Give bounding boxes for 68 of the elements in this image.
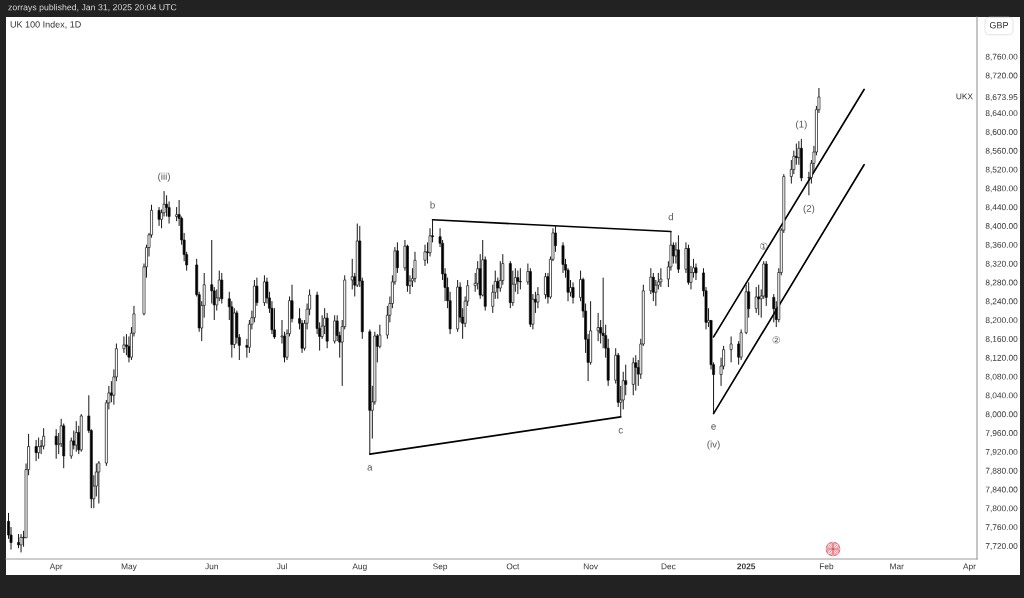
candlestick	[122, 335, 126, 354]
y-tick-label: 7,960.00	[985, 430, 1018, 437]
x-tick-label: Nov	[583, 563, 598, 570]
y-tick-label: 7,760.00	[985, 524, 1018, 532]
x-tick-label: Aug	[352, 563, 367, 571]
annotation: a	[367, 465, 373, 471]
y-tick-label: 7,720.00	[985, 543, 1018, 550]
annotation: (1)	[796, 120, 807, 130]
x-tick-label: Oct	[506, 563, 520, 570]
x-tick-label: Sep	[433, 563, 448, 571]
annotation: (iv)	[707, 440, 720, 450]
y-tick-label: 7,920.00	[985, 448, 1018, 456]
x-tick-label: Apr	[963, 563, 976, 571]
x-tick-label: Jul	[276, 563, 287, 570]
annotation: b	[430, 201, 435, 209]
y-tick-label: 8,440.00	[985, 204, 1018, 212]
y-tick-label: 8,000.00	[985, 411, 1018, 419]
y-tick-label: 7,800.00	[985, 505, 1018, 513]
annotation: ①	[760, 242, 768, 250]
y-tick-label: 8,673.95	[985, 94, 1018, 102]
candlestick	[37, 437, 41, 460]
y-tick-label: 8,640.00	[985, 110, 1018, 118]
candlestick	[651, 272, 655, 302]
candlestick	[754, 286, 758, 314]
y-tick-label: 8,600.00	[985, 129, 1018, 136]
y-tick-label: 8,760.00	[985, 53, 1018, 61]
y-tick-label: 8,320.00	[985, 260, 1018, 268]
annotation: UKX	[956, 93, 973, 100]
y-tick-label: 8,200.00	[985, 317, 1018, 325]
y-tick-label: 8,480.00	[985, 185, 1018, 193]
candlestick	[34, 439, 38, 462]
y-tick-label: 8,720.00	[985, 72, 1018, 80]
candlestick	[516, 270, 520, 295]
candlestick	[220, 272, 224, 305]
y-tick-label: 7,840.00	[985, 486, 1018, 494]
x-tick-label: Feb	[819, 563, 834, 570]
x-tick-label: Apr	[49, 563, 63, 571]
annotation: ②	[772, 336, 780, 344]
x-tick-label: May	[121, 563, 137, 571]
chart-title: UK 100 Index, 1D	[10, 21, 81, 29]
y-tick-label: 8,520.00	[985, 166, 1018, 174]
candlestick	[729, 335, 733, 363]
y-tick-label: 7,880.00	[985, 467, 1018, 475]
text: zorrays published, Jan 31, 2025 20:04 UTC	[8, 3, 177, 13]
candlestick	[42, 427, 46, 450]
annotation: c	[618, 428, 623, 434]
y-tick-label: 8,280.00	[985, 279, 1018, 287]
y-tick-label: 8,240.00	[985, 298, 1018, 306]
y-tick-label: 8,360.00	[985, 241, 1018, 249]
x-tick-label: Mar	[890, 563, 904, 570]
candlestick	[631, 357, 635, 396]
annotation: d	[668, 213, 673, 221]
y-tick-label: 8,120.00	[985, 354, 1018, 362]
candlestick	[54, 428, 58, 460]
x-tick-label: 2025	[737, 563, 756, 570]
y-tick-label: 8,080.00	[985, 373, 1018, 381]
annotation: (iii)	[158, 172, 170, 182]
y-tick-label: 8,560.00	[985, 147, 1018, 155]
annotation: e	[711, 424, 716, 430]
x-tick-label: Jun	[205, 563, 218, 570]
annotation: (2)	[803, 204, 815, 214]
y-tick-label: 8,160.00	[985, 336, 1018, 343]
candlestick	[677, 234, 680, 274]
y-tick-label: 8,400.00	[985, 223, 1018, 230]
candlestick	[518, 267, 522, 290]
x-tick-label: Dec	[661, 563, 676, 570]
y-tick-label: 8,040.00	[985, 392, 1018, 400]
y-axis-title: GBP	[989, 22, 1009, 29]
